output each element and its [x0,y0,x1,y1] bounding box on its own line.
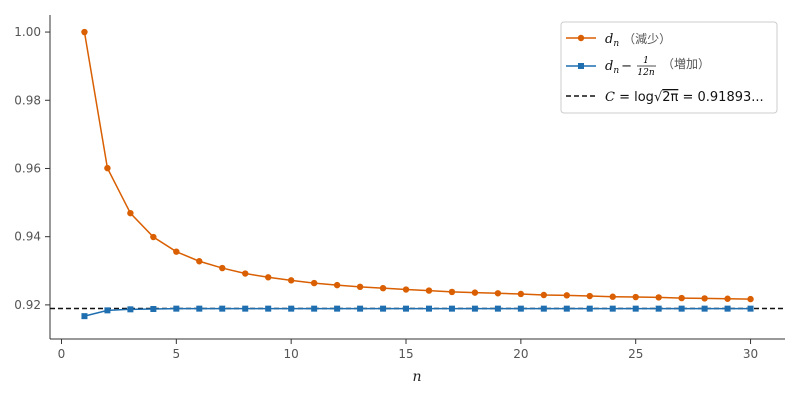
data-point [425,305,432,312]
data-point [494,305,501,312]
legend-note-increase: （増加） [662,57,710,71]
data-point [609,293,616,300]
data-point [402,286,410,293]
y-tick-label: 0.98 [14,93,41,107]
legend-label-dn-corrected: dn − [605,59,632,76]
data-point [471,305,478,312]
series-0 [81,28,754,303]
data-point [632,293,639,301]
data-point [196,258,203,265]
data-point [288,305,295,312]
data-point [127,209,134,217]
series-group [81,28,754,320]
data-point [265,274,272,281]
data-point [150,305,157,312]
y-tick-label: 1.00 [14,25,41,39]
data-point [540,305,547,312]
data-point [81,313,88,320]
data-point [173,305,180,312]
x-tick-label: 0 [58,347,66,361]
data-point [173,248,180,255]
data-point [356,283,364,291]
legend-label-dn: dn （減少） [605,31,671,49]
data-point [563,292,570,299]
data-point [701,295,708,302]
data-point [678,294,685,302]
y-tick-label: 0.96 [14,161,41,175]
x-tick-label: 25 [628,347,643,361]
data-point [701,305,708,312]
data-point [150,233,157,241]
data-point [333,281,341,289]
data-point [655,305,662,312]
x-tick-label: 20 [513,347,528,361]
x-axis-title: n [412,369,421,385]
data-point [357,305,364,312]
data-point [81,28,88,36]
legend-item-dn: dn （減少） [566,31,671,49]
data-point [724,305,731,312]
series-1 [81,305,754,320]
x-ticks: 0 5 10 15 20 25 30 [58,339,758,361]
data-point [563,305,570,312]
x-tick-label: 10 [284,347,299,361]
data-point [310,279,318,287]
data-point [609,305,616,312]
data-point [517,305,524,312]
data-point [127,306,134,313]
plot-area: 0.92 0.94 0.96 0.98 1.00 0 5 10 15 20 25 30 [14,15,785,361]
data-point [678,305,685,312]
y-ticks: 0.92 0.94 0.96 0.98 1.00 [14,25,50,312]
data-point [219,305,226,312]
legend-frac-num: 1 [643,56,649,66]
data-point [747,305,754,312]
legend-box [560,21,778,114]
legend-item-dn-corrected: dn − 1 12n （増加） [566,56,710,78]
x-tick-label: 5 [173,347,181,361]
legend-marker-dn-corrected [578,63,584,69]
data-point [242,305,249,312]
data-point [104,164,111,172]
data-point [403,305,410,312]
data-point [287,277,295,284]
x-tick-label: 15 [398,347,413,361]
y-tick-label: 0.94 [14,230,41,244]
x-tick-label: 30 [743,347,758,361]
data-point [540,291,548,299]
data-point [724,295,731,302]
legend-label-constant: C = log√2π = 0.91893... [605,90,764,105]
data-point [104,307,111,314]
data-point [242,270,249,277]
data-point [448,305,455,312]
data-point [334,305,341,312]
data-point [586,292,593,300]
data-point [632,305,639,312]
data-point [586,305,593,312]
data-point [471,289,479,296]
series-line [83,31,751,300]
legend: dn （減少） dn − 1 12n （増加） C = log√2π = 0.918… [560,21,778,114]
data-point [517,290,525,298]
y-tick-label: 0.92 [14,298,41,312]
data-point [265,305,272,312]
data-point [655,294,662,301]
series-line [84,307,751,317]
data-point [747,295,754,303]
legend-item-constant: C = log√2π = 0.91893... [566,90,764,105]
legend-marker-dn [577,34,585,42]
data-point [494,290,502,297]
data-point [448,288,456,296]
data-point [380,305,387,312]
data-point [379,284,387,292]
data-point [219,264,226,272]
data-point [311,305,318,312]
data-point [196,305,203,312]
data-point [425,287,433,294]
legend-frac-den: 12n [637,68,654,78]
